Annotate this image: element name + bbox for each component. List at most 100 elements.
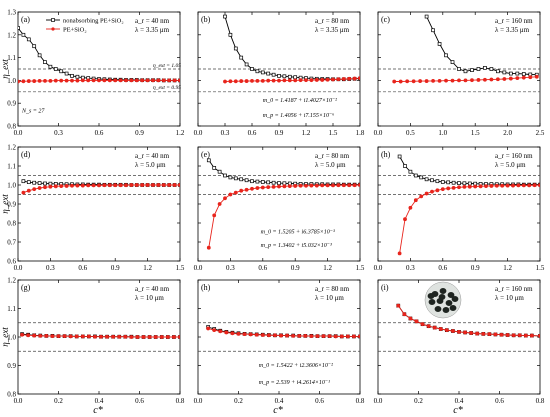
data-point-absorbing — [230, 331, 235, 336]
data-point-absorbing — [86, 78, 91, 83]
data-point-nonabsorbing — [233, 176, 238, 181]
data-point-nonabsorbing — [489, 67, 494, 71]
x-tick-label: 0.0 — [14, 129, 23, 137]
annotation-text: m_p = 2.539 + i4.2614×10⁻¹ — [259, 379, 330, 386]
data-point-absorbing — [476, 78, 481, 82]
data-point-absorbing — [254, 332, 259, 337]
x-tick-label: 0.8 — [176, 397, 185, 405]
data-point-absorbing — [260, 333, 265, 337]
inset-particle — [427, 293, 435, 299]
panel-label: (b) — [201, 15, 211, 24]
data-point-nonabsorbing — [282, 74, 287, 79]
data-point-absorbing — [352, 183, 357, 188]
x-tick-label: 0.3 — [406, 264, 415, 272]
data-point-absorbing — [113, 183, 118, 188]
data-point-absorbing — [528, 75, 533, 80]
data-point-absorbing — [48, 184, 53, 189]
data-point-absorbing — [347, 183, 352, 188]
wavelength-label: λ = 3.35 μm — [315, 26, 350, 34]
data-point-absorbing — [345, 334, 350, 339]
panel-c: 0.0 0.5 1.0 1.5 2.0 2.5 (c) a_r = 160 nmλ = 3.3… — [374, 11, 545, 137]
panel-i: 0.0 0.2 0.4 0.6 0.8 (i) a_r = 160 nmλ = 10 μm — [374, 279, 545, 405]
data-point-absorbing — [43, 185, 47, 190]
data-point-nonabsorbing — [424, 177, 429, 182]
data-point-nonabsorbing — [437, 42, 442, 46]
data-point-absorbing — [530, 333, 534, 338]
data-point-absorbing — [239, 188, 244, 193]
data-point-absorbing — [70, 183, 74, 188]
data-point-nonabsorbing — [403, 164, 407, 168]
plot-area — [198, 14, 360, 93]
y-tick-label: 1.2 — [7, 277, 16, 285]
data-point-nonabsorbing — [239, 177, 244, 182]
y-tick-label: 0.6 — [7, 258, 16, 266]
data-point-absorbing — [532, 183, 537, 188]
data-point-absorbing — [271, 78, 276, 83]
x-tick-label: 0.0 — [194, 264, 203, 272]
data-point-absorbing — [228, 192, 233, 197]
data-point-nonabsorbing — [260, 70, 265, 75]
data-point-absorbing — [333, 334, 338, 339]
data-point-absorbing — [430, 189, 434, 194]
panel-a: 0.0 0.3 0.6 0.9 1.2 0.8 0.9 1.0 1.1 1.2 1.3 (a) a_r … — [0, 9, 185, 138]
y-tick-label: 0.9 — [7, 201, 16, 209]
x-tick-label: 0.0 — [374, 129, 383, 137]
data-point-nonabsorbing — [228, 32, 233, 37]
data-point-absorbing — [320, 78, 325, 82]
data-point-absorbing — [487, 332, 492, 337]
data-point-absorbing — [446, 186, 451, 191]
x-axis-label-col2: c* — [273, 405, 282, 416]
inset-particle — [442, 307, 450, 313]
data-point-absorbing — [331, 77, 335, 82]
data-point-absorbing — [244, 79, 249, 83]
data-point-absorbing — [462, 184, 467, 189]
data-point-absorbing — [347, 76, 352, 81]
data-point-absorbing — [336, 183, 341, 188]
data-point-absorbing — [53, 78, 58, 83]
data-point-absorbing — [325, 183, 330, 188]
data-point-absorbing — [32, 79, 37, 83]
data-point-absorbing — [508, 76, 513, 81]
data-point-absorbing — [521, 183, 526, 188]
data-point-absorbing — [50, 334, 55, 339]
data-point-absorbing — [358, 334, 360, 339]
data-point-absorbing — [62, 334, 67, 339]
data-point-absorbing — [502, 77, 507, 81]
wavelength-label: λ = 10 μm — [495, 294, 524, 302]
data-point-absorbing — [91, 78, 96, 83]
data-point-absorbing — [206, 326, 211, 331]
annotation-text: m_0 = 1.5205 + i6.3785×10⁻³ — [261, 229, 335, 235]
data-point-nonabsorbing — [431, 28, 435, 33]
x-tick-label: 1.2 — [302, 129, 311, 137]
x-tick-label: 0.8 — [536, 397, 545, 405]
data-point-nonabsorbing — [26, 180, 31, 184]
series-line-nonabsorbing — [18, 27, 180, 81]
data-point-absorbing — [266, 185, 271, 189]
data-point-absorbing — [413, 198, 418, 203]
data-point-absorbing — [336, 77, 341, 82]
data-point-nonabsorbing — [260, 180, 265, 184]
panel-d: 0.0 0.3 0.6 0.9 1.2 1.5 0.6 0.7 0.8 0.9 1.0 1.1 1.2 (… — [0, 144, 185, 273]
data-point-nonabsorbing — [424, 14, 429, 19]
data-point-absorbing — [521, 75, 526, 80]
data-point-absorbing — [21, 190, 26, 195]
data-point-nonabsorbing — [18, 26, 20, 30]
data-point-nonabsorbing — [70, 73, 74, 78]
particle-radius-label: a_r = 40 nm — [135, 17, 170, 25]
particle-radius-label: a_r = 80 nm — [315, 17, 350, 25]
data-point-absorbing — [411, 79, 416, 84]
series-line-nonabsorbing — [23, 180, 180, 186]
data-point-absorbing — [527, 183, 532, 188]
data-point-absorbing — [212, 213, 217, 218]
data-point-nonabsorbing — [467, 181, 472, 186]
data-point-absorbing — [298, 78, 303, 83]
data-point-nonabsorbing — [397, 154, 402, 159]
data-point-absorbing — [473, 184, 478, 189]
data-point-absorbing — [408, 316, 413, 321]
data-point-nonabsorbing — [271, 180, 276, 185]
panel-h: 0.0 0.2 0.4 0.6 0.8 (h) a_r = 80 nmλ = 10 μm m_… — [194, 279, 365, 405]
x-tick-label: 2.0 — [503, 129, 512, 137]
data-point-absorbing — [277, 78, 281, 83]
inset-particle — [428, 299, 436, 305]
x-tick-label: 1.2 — [323, 264, 332, 272]
